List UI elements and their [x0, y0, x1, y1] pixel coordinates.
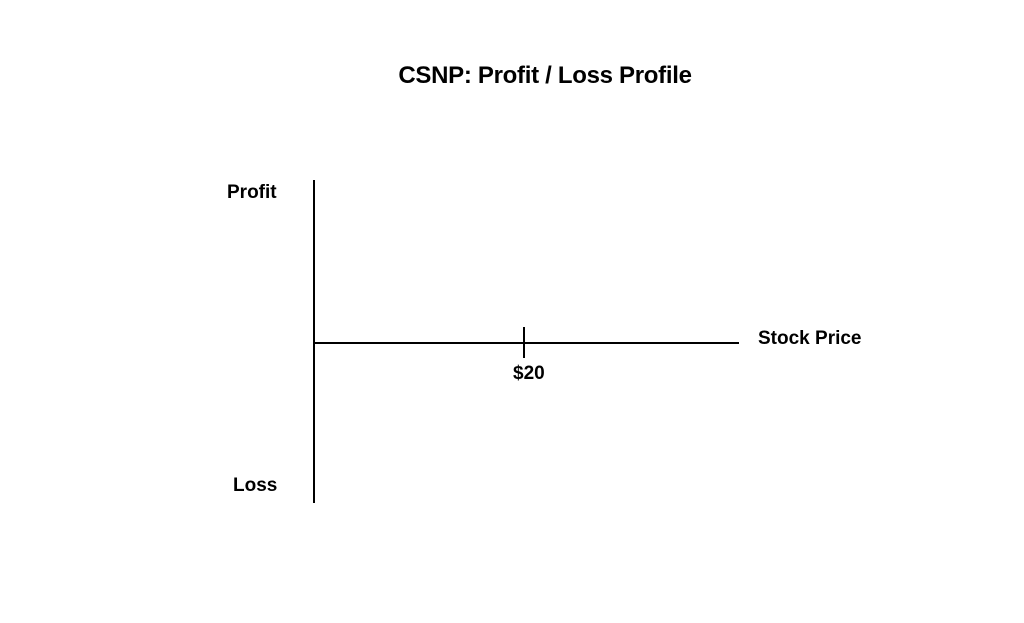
y-axis-profit-label: Profit: [227, 182, 277, 203]
strike-tick-label: $20: [513, 363, 545, 384]
diagram-title: CSNP: Profit / Loss Profile: [398, 62, 692, 89]
y-axis-loss-label: Loss: [233, 475, 278, 496]
x-axis-stock-price-label: Stock Price: [758, 328, 862, 349]
